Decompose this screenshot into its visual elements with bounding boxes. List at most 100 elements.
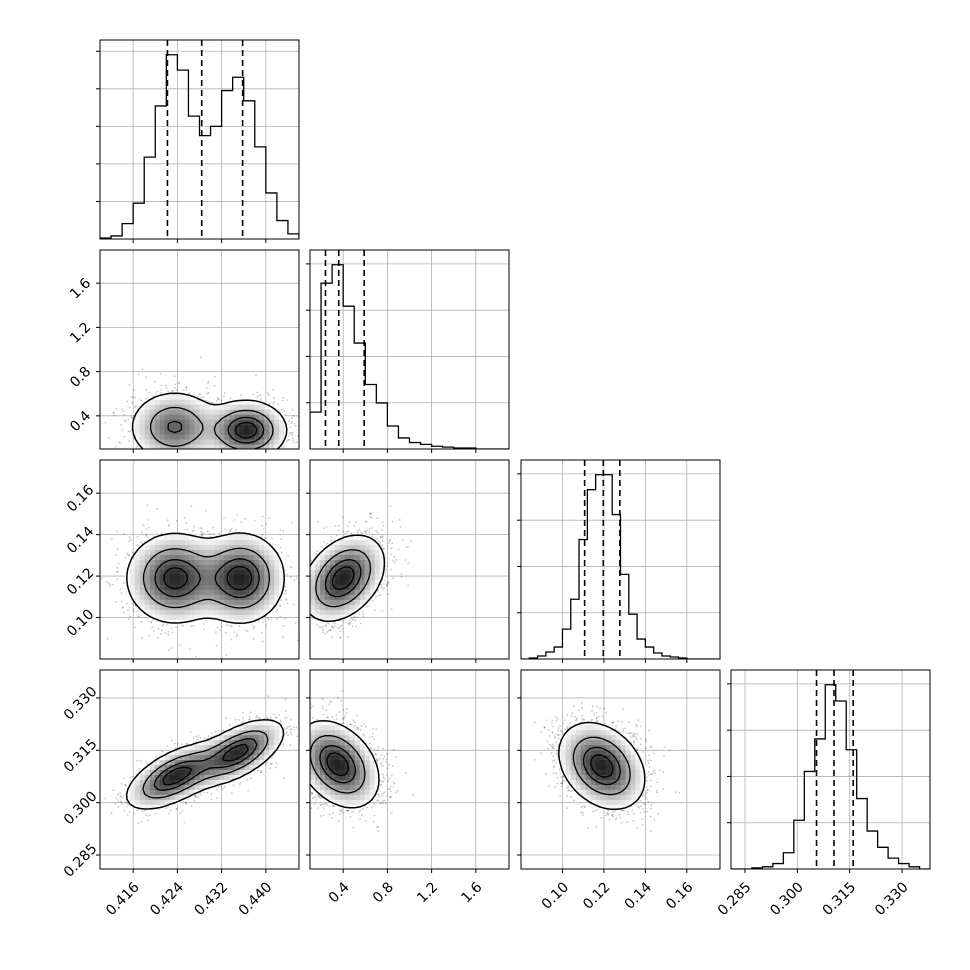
density-cell (560, 744, 567, 751)
density-cell (184, 769, 191, 775)
density-cell (575, 724, 582, 731)
density-cell (310, 569, 316, 575)
scatter-point (397, 548, 400, 551)
scatter-point (326, 716, 329, 719)
density-cell (179, 754, 186, 761)
density-cell (374, 769, 381, 775)
density-cell (364, 779, 371, 785)
density-cell (314, 614, 321, 620)
scatter-point (140, 637, 143, 640)
density-cell (194, 544, 200, 551)
scatter-point (393, 782, 396, 785)
scatter-point (147, 526, 150, 529)
contour-level (153, 738, 258, 791)
density-cell (274, 729, 280, 736)
density-cell (154, 429, 161, 435)
density-cell (219, 444, 225, 449)
scatter-point (161, 624, 164, 627)
scatter-point (180, 743, 183, 746)
scatter-point (220, 625, 223, 628)
density-cell (310, 739, 316, 746)
density-cell (229, 609, 235, 615)
density-cell (154, 549, 161, 556)
scatter-point (544, 773, 547, 775)
scatter-point (376, 758, 378, 760)
density-cell (174, 754, 181, 761)
density-cell (249, 584, 255, 590)
panel-body (100, 460, 299, 659)
scatter-point (637, 805, 640, 808)
scatter-point (155, 392, 157, 395)
density-cell (605, 729, 612, 736)
density-cell (310, 724, 316, 731)
density-cell (259, 419, 265, 425)
density-cell (369, 794, 376, 800)
density-cell (625, 749, 631, 756)
scatter-point (289, 725, 291, 728)
scatter-point (289, 576, 292, 578)
scatter-point (389, 505, 392, 508)
density-cell (229, 429, 235, 435)
density-cell (184, 429, 191, 435)
scatter-point (361, 808, 364, 810)
scatter-point (621, 720, 623, 723)
density-cell (179, 794, 186, 800)
scatter-point (556, 755, 559, 758)
scatter-point (560, 730, 563, 733)
scatter-point (364, 530, 367, 533)
scatter-point (101, 577, 103, 579)
scatter-point (359, 728, 362, 731)
scatter-point (280, 599, 283, 602)
scatter-point (288, 420, 291, 422)
density-cells (310, 534, 386, 620)
scatter-point (640, 725, 642, 728)
scatter-point (351, 625, 354, 628)
scatter-point (653, 818, 656, 821)
density-cell (164, 569, 171, 575)
scatter-point (386, 753, 388, 755)
density-cell (234, 734, 240, 741)
density-cell (179, 779, 186, 785)
density-cell (339, 739, 346, 746)
scatter-point (574, 715, 577, 718)
scatter-point (165, 807, 168, 809)
density-cell (174, 439, 181, 445)
density-cell (259, 564, 265, 570)
scatter-point (383, 579, 386, 582)
density-cell (179, 609, 186, 615)
density-cell (239, 604, 245, 610)
density-cell (154, 594, 161, 600)
density-cell (209, 434, 215, 440)
density-cell (344, 754, 351, 761)
density-cell (194, 564, 200, 570)
density-cell (580, 724, 587, 731)
scatter-point (185, 802, 187, 805)
scatter-point (353, 525, 355, 528)
density-cell (580, 739, 587, 746)
density-cell (610, 744, 617, 751)
density-cell (349, 544, 356, 551)
density-cell (259, 574, 265, 580)
scatter-point (315, 795, 317, 798)
scatter-point (174, 383, 177, 386)
density-cell (164, 534, 171, 541)
scatter-point (655, 789, 658, 792)
density-cell (310, 594, 316, 600)
density-cell (354, 544, 361, 551)
density-cell (259, 609, 265, 615)
density-cell (254, 614, 260, 620)
scatter-point (284, 710, 287, 712)
density-cell (149, 784, 156, 790)
scatter-point (649, 785, 652, 788)
scatter-point (120, 592, 123, 595)
density-cell (234, 589, 240, 595)
scatter-point (128, 540, 131, 543)
scatter-point (335, 534, 338, 537)
scatter-point (632, 742, 635, 744)
density-cell (219, 594, 225, 600)
scatter-point (242, 712, 244, 714)
density-cell (259, 719, 265, 726)
density-cell (254, 564, 260, 570)
density-cell (209, 409, 215, 415)
